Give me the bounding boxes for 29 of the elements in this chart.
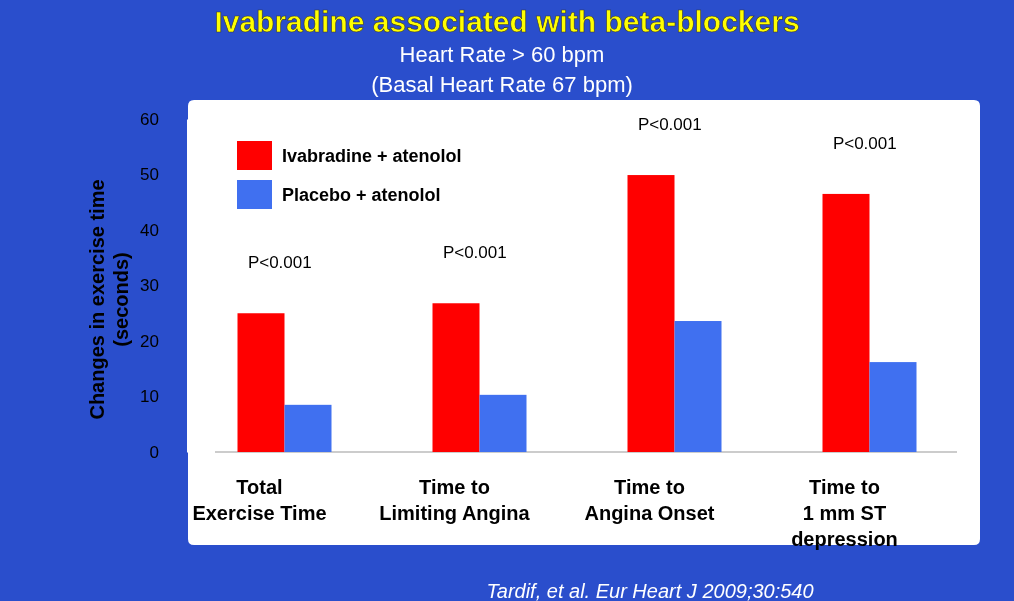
annotation: P<0.001 (637, 115, 702, 135)
chart-subtitle: Heart Rate > 60 bpm (Basal Heart Rate 67 bpm) (371, 42, 633, 97)
bar (479, 394, 527, 452)
x-tick-label: Time to Limiting Angina (379, 476, 531, 524)
bar (822, 193, 870, 452)
y-tick-label: 0 (149, 442, 159, 462)
bar (674, 321, 722, 452)
annotation: P<0.001 (247, 253, 312, 273)
x-tick-label: Time to Angina Onset (584, 476, 715, 524)
x-tick-label: Total Exercise Time (192, 476, 327, 524)
x-tick-label: Time to 1 mm ST depression (791, 476, 898, 550)
bar (869, 362, 917, 452)
annotation: P<0.001 (442, 243, 507, 263)
bar (627, 175, 675, 452)
legend-label: Ivabradine + atenolol (282, 146, 462, 166)
y-tick-label: 40 (140, 220, 159, 240)
bar (432, 303, 480, 452)
y-tick-label: 30 (140, 276, 159, 296)
y-tick-label: 10 (140, 387, 159, 407)
annotation: P<0.001 (832, 133, 897, 153)
y-axis-title: Changes in exercise time (seconds) (86, 179, 132, 420)
y-tick-label: 60 (140, 109, 159, 129)
bar (284, 404, 332, 452)
y-tick-label: 50 (140, 165, 159, 185)
bar (237, 313, 285, 452)
legend-label: Placebo + atenolol (282, 185, 441, 205)
chart-title: Ivabradine associated with beta-blockers (214, 5, 800, 38)
text: Tardif, et al. Eur Heart J 2009;30:540 (486, 580, 814, 601)
y-tick-label: 20 (140, 331, 159, 351)
